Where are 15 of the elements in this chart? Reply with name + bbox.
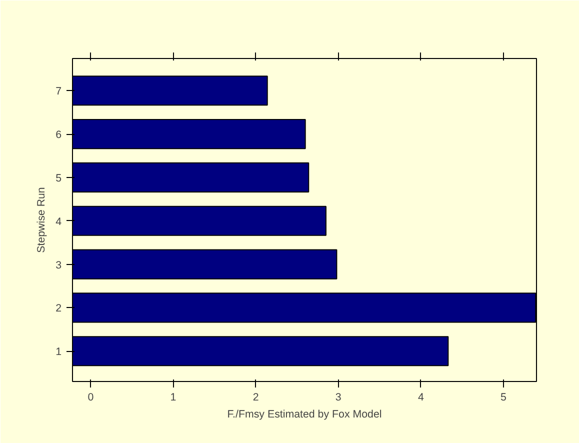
y-tick-label: 7 [56,86,62,98]
x-tick-label: 3 [335,392,342,404]
y-tick-label: 1 [56,346,62,358]
x-tick-label: 1 [170,392,176,404]
y-tick-label: 2 [56,302,62,315]
x-axis-title: F./Fmsy Estimated by Fox Model [227,408,382,420]
x-tick-label: 4 [418,392,424,404]
y-axis-title: Stepwise Run [36,187,48,253]
x-tick-label: 0 [88,392,94,404]
y-tick-label: 4 [56,216,62,228]
x-tick-label: 5 [500,392,507,404]
x-tick-label: 2 [252,392,259,404]
y-tick-label: 5 [56,172,62,184]
y-tick-label: 6 [56,129,62,142]
y-tick-label: 3 [56,259,62,272]
